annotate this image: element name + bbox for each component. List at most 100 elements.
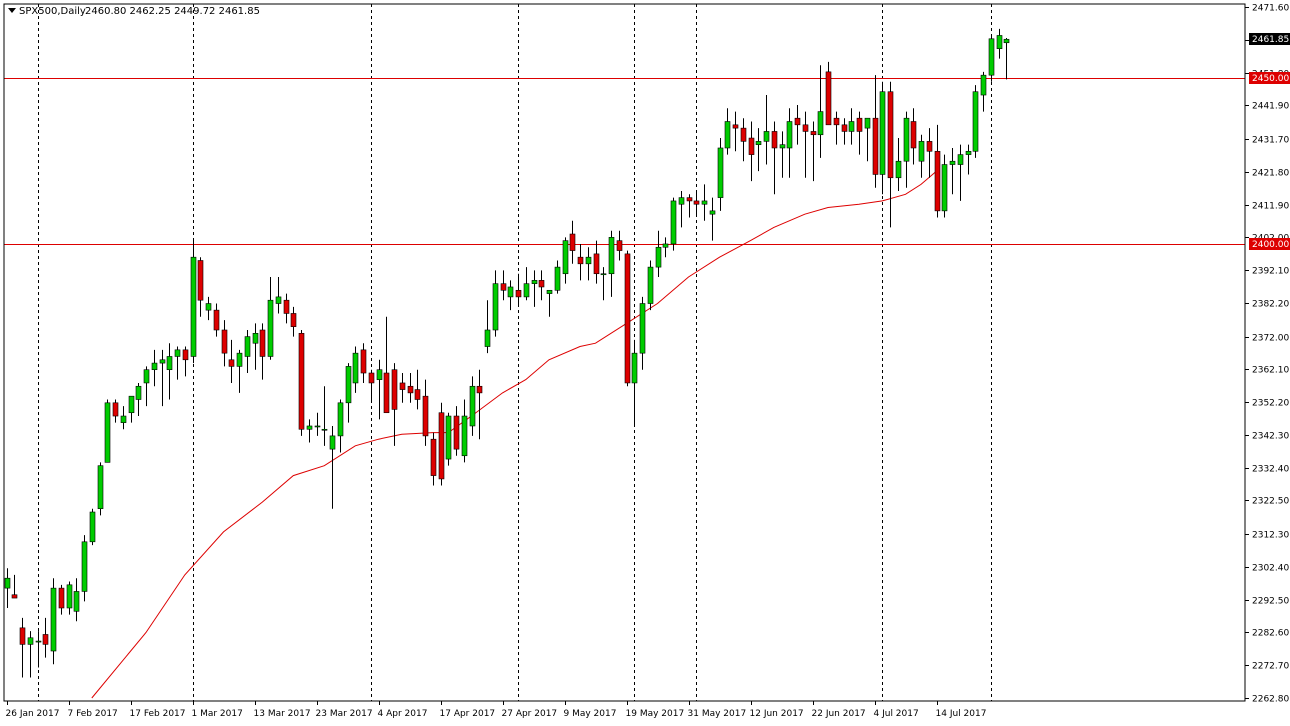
candle-body <box>66 584 73 609</box>
candle-body <box>360 349 367 374</box>
candle-body <box>267 299 274 357</box>
candle-body <box>151 362 158 371</box>
y-tick-label: 2411.90 <box>1252 202 1289 212</box>
candle-body <box>422 395 429 437</box>
candle-body <box>252 333 259 344</box>
candle-body <box>670 200 677 245</box>
candle-body <box>73 591 80 612</box>
candle-body <box>941 164 948 212</box>
candle-body <box>825 71 832 126</box>
candle-body <box>802 124 809 132</box>
x-tick-label: 9 May 2017 <box>564 709 617 719</box>
candle-body <box>221 329 228 354</box>
candle-body <box>616 240 623 251</box>
x-tick-label: 22 Jun 2017 <box>812 709 866 719</box>
candle-body <box>407 385 414 394</box>
candle-body <box>1003 38 1010 44</box>
candle-body <box>647 266 654 304</box>
candle-body <box>709 210 716 215</box>
y-tick-label: 2382.20 <box>1252 300 1289 310</box>
y-tick-label: 2312.30 <box>1252 531 1289 541</box>
candle-body <box>693 200 700 205</box>
candle-body <box>794 117 801 126</box>
candle-body <box>988 38 995 76</box>
candle-body <box>910 121 917 149</box>
candle-body <box>655 246 662 268</box>
candle-body <box>27 637 34 645</box>
y-tick-label: 2362.10 <box>1252 366 1289 376</box>
candle-body <box>81 541 88 592</box>
candle-body <box>903 117 910 162</box>
candle-body <box>717 147 724 198</box>
candle-body <box>205 303 212 311</box>
candle-body <box>949 160 956 165</box>
level-price-label-box <box>1249 72 1290 84</box>
candle-body <box>531 280 538 284</box>
x-tick-label: 27 Apr 2017 <box>502 709 558 719</box>
candle-body <box>438 412 445 480</box>
y-tick-label: 2322.50 <box>1252 497 1289 507</box>
candle-body <box>11 594 18 599</box>
candle-body <box>662 243 669 248</box>
candle-body <box>314 425 321 428</box>
candle-body <box>856 117 863 132</box>
y-tick-label: 2392.10 <box>1252 267 1289 277</box>
current-price-label-box <box>1249 33 1290 45</box>
x-tick-label: 4 Apr 2017 <box>378 709 428 719</box>
candle-body <box>562 240 569 275</box>
candle-body <box>779 144 786 149</box>
candle-body <box>97 465 104 510</box>
candle-body <box>887 91 894 179</box>
moving-average <box>91 170 937 699</box>
candle-body <box>4 577 11 589</box>
candle-body <box>337 402 344 437</box>
level-price-label-box <box>1249 238 1290 250</box>
candle-body <box>608 237 615 275</box>
candle-body <box>523 283 530 298</box>
candle-body <box>841 124 848 132</box>
candle-body <box>190 256 197 357</box>
x-tick-label: 13 Mar 2017 <box>254 709 311 719</box>
candle-body <box>639 303 646 354</box>
x-tick-label: 4 Jul 2017 <box>874 709 919 719</box>
y-tick-label: 2342.30 <box>1252 432 1289 442</box>
candle-body <box>926 141 933 152</box>
candle-body <box>383 372 390 414</box>
horizontal-levels[interactable] <box>4 78 1245 245</box>
x-axis: 26 Jan 2017 7 Feb 2017 17 Feb 2017 1 Mar 20… <box>6 701 986 719</box>
candle-body <box>306 425 313 430</box>
candle-body <box>104 402 111 463</box>
candle-body <box>213 309 220 331</box>
level-price-label-text: 2450.00 <box>1252 74 1289 84</box>
candle-body <box>879 91 886 175</box>
candle-body <box>58 587 65 609</box>
candle-body <box>244 336 251 357</box>
candle-body <box>918 141 925 162</box>
candle-body <box>872 117 879 175</box>
candle-body <box>624 253 631 384</box>
candle-body <box>135 385 142 400</box>
y-tick-label: 2332.40 <box>1252 465 1289 475</box>
candle-body <box>972 91 979 152</box>
candle-body <box>391 369 398 410</box>
y-tick-label: 2262.80 <box>1252 695 1289 705</box>
candle-body <box>368 372 375 384</box>
candle-body <box>996 35 1003 49</box>
candle-body <box>817 111 824 136</box>
candle-body <box>492 283 499 331</box>
candle-body <box>569 233 576 251</box>
y-tick-label: 2272.70 <box>1252 662 1289 672</box>
dropdown-triangle-icon[interactable] <box>8 8 16 13</box>
x-tick-label: 31 May 2017 <box>688 709 747 719</box>
candle-body <box>538 280 545 288</box>
x-tick-label: 7 Feb 2017 <box>68 709 118 719</box>
candle-body <box>290 313 297 327</box>
y-tick-label: 2421.80 <box>1252 169 1289 179</box>
candle-body <box>833 117 840 126</box>
candle-body <box>329 435 336 450</box>
candle-body <box>259 329 266 357</box>
candle-body <box>577 256 584 265</box>
candle-body <box>197 260 204 301</box>
candle-body <box>600 273 607 276</box>
